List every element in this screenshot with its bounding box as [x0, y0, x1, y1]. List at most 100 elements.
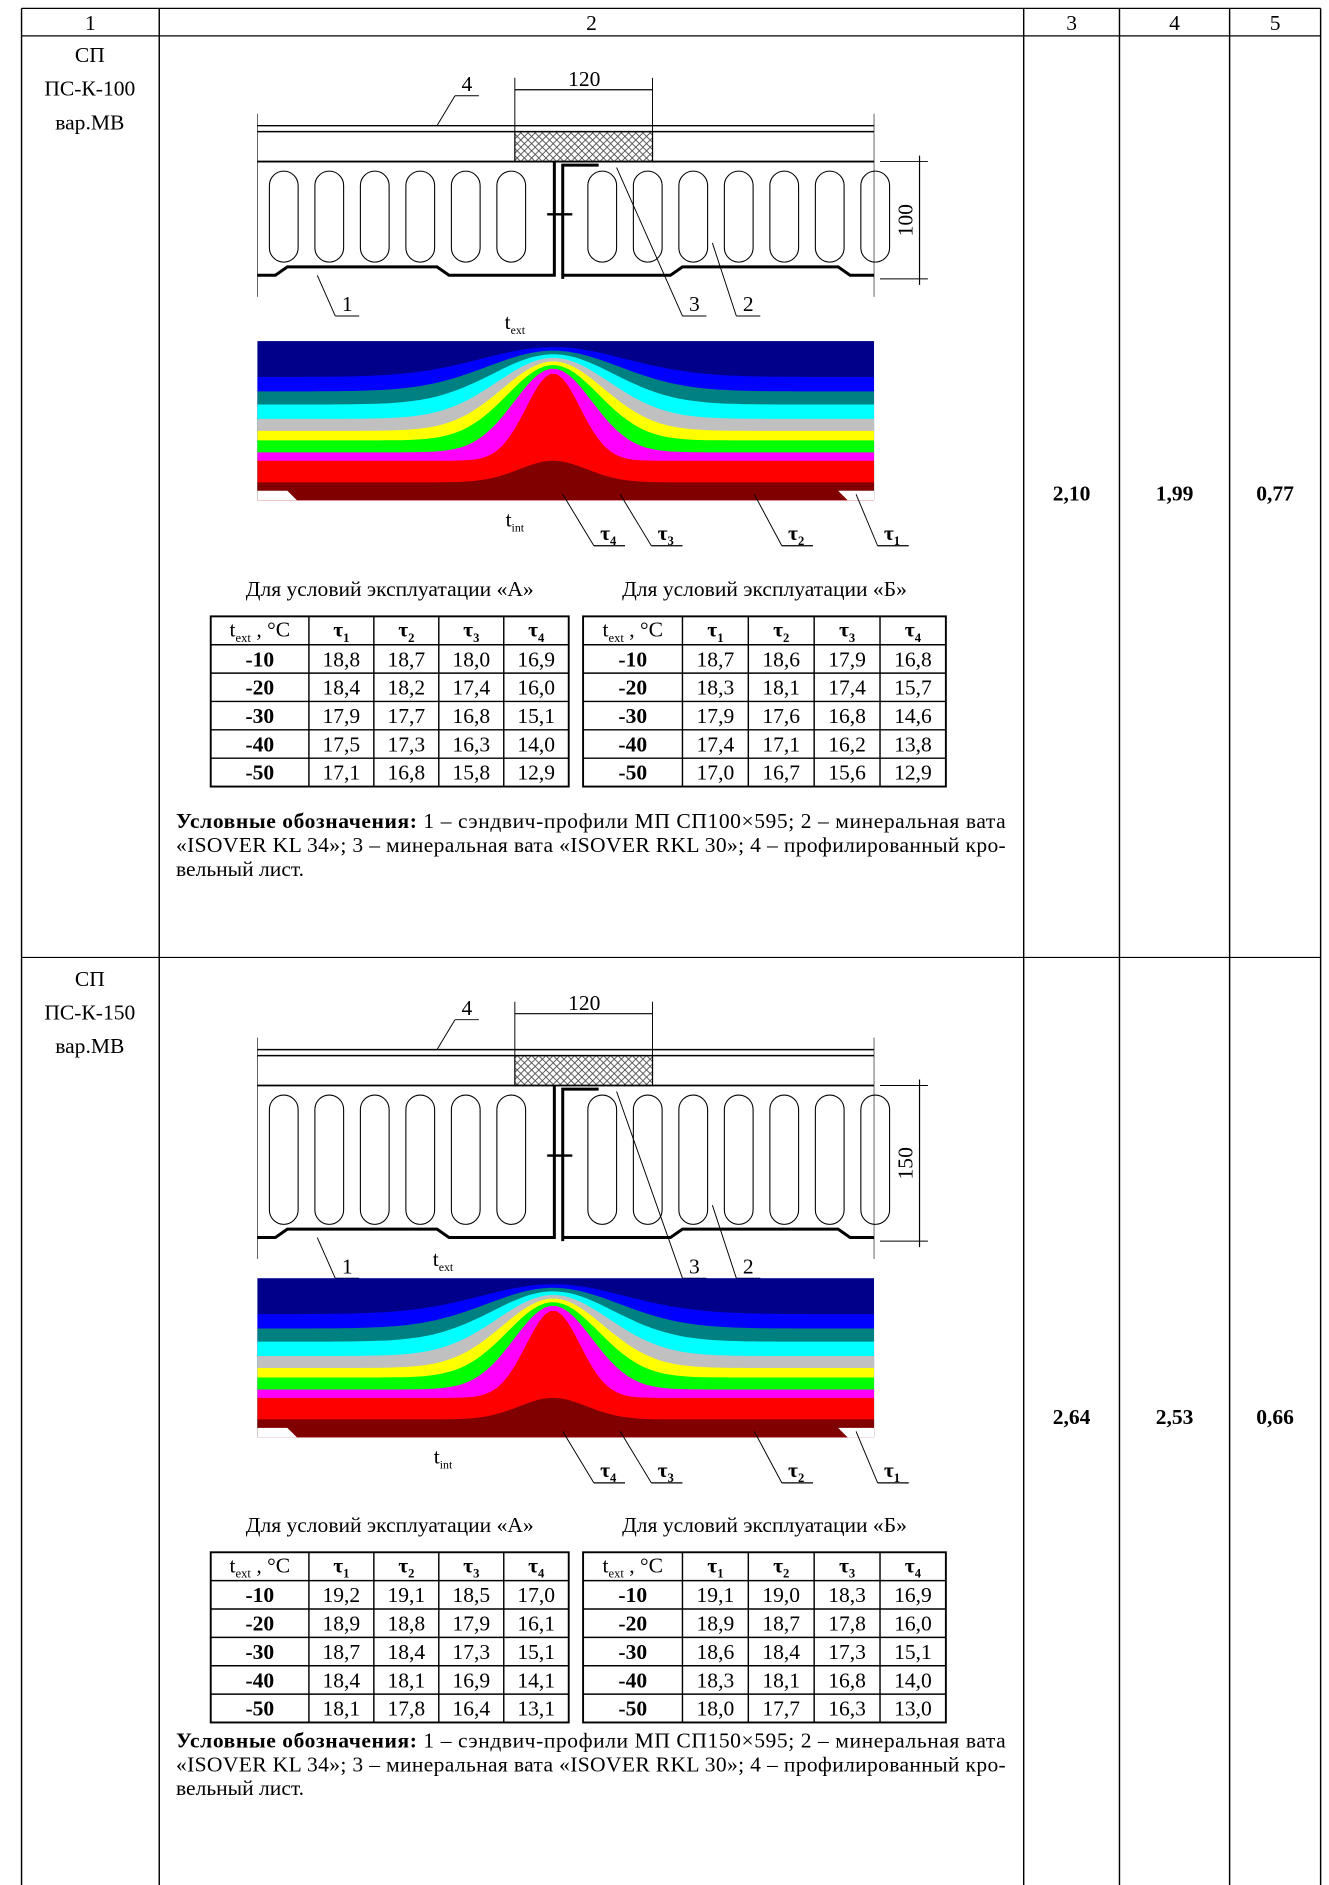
legend-line: «ISOVER KL 34»; 3 – минеральная вата «IS…	[176, 833, 1006, 857]
label-base: τ	[528, 1554, 538, 1578]
label-sub: ext	[608, 631, 624, 645]
tau-label: τ1	[884, 1458, 900, 1485]
heatmap-band	[257, 373, 875, 501]
label-sub: ext	[439, 1260, 454, 1274]
label-sub: 1	[343, 1567, 349, 1581]
table-cell: 17,6	[762, 704, 800, 728]
table-cell: 12,9	[894, 761, 932, 785]
table-cell: 18,7	[323, 1640, 361, 1664]
label-sub: ext	[608, 1567, 624, 1581]
rule	[855, 1431, 879, 1484]
table-cell: 14,0	[894, 1668, 932, 1692]
table-cell: 18,4	[323, 1668, 361, 1692]
label-sub: 4	[915, 1567, 922, 1581]
table-header: τ4	[905, 1554, 922, 1581]
table-cell: 16,8	[828, 704, 866, 728]
table-cell: 16,7	[762, 761, 800, 785]
wool-fibre	[678, 170, 709, 263]
label-sub: int	[512, 520, 525, 534]
callout-number: 1	[342, 292, 353, 316]
table-cell: -20	[245, 1612, 274, 1636]
table-header: τ2	[773, 618, 789, 645]
t-ext-label: text	[433, 1247, 454, 1274]
table-cell: -40	[618, 732, 647, 756]
label-sub: 2	[798, 1471, 804, 1485]
wool-fibre	[769, 170, 800, 263]
wool-fibre	[723, 1094, 754, 1225]
table-cell: 15,1	[517, 1640, 555, 1664]
table-cell: 18,8	[323, 647, 361, 671]
table-cell: -50	[245, 1697, 274, 1721]
t-ext-label: text	[505, 310, 526, 337]
table-header: τ2	[398, 618, 414, 645]
table-cell: 16,8	[387, 761, 425, 785]
callout-number: 2	[743, 292, 754, 316]
table-cell: 13,1	[517, 1697, 555, 1721]
table-cell: 13,8	[894, 732, 932, 756]
table-cell: 17,7	[762, 1697, 800, 1721]
table-cell: 18,7	[697, 647, 735, 671]
heatmap-band	[257, 1397, 875, 1438]
table-header: τ2	[773, 1554, 789, 1581]
table-cell: 17,1	[323, 761, 361, 785]
label-base: τ	[905, 618, 915, 642]
label-sub: 2	[783, 1567, 789, 1581]
label-sub: 1	[717, 1567, 723, 1581]
label-sub: 4	[915, 631, 922, 645]
table-cell: 16,0	[894, 1612, 932, 1636]
value-cell: 0,77	[1256, 481, 1294, 505]
rule	[711, 1205, 737, 1279]
panel-profile	[257, 161, 875, 279]
wool-fibre	[587, 170, 618, 263]
table-header: τ3	[839, 618, 855, 645]
dimension: 120	[568, 67, 600, 91]
table-cell: 18,6	[762, 647, 800, 671]
joint-insulation	[514, 131, 654, 163]
table-cell: 17,3	[387, 732, 425, 756]
table-cell: 16,9	[517, 647, 555, 671]
table-cell: 19,1	[697, 1583, 735, 1607]
label-sub: 4	[538, 1567, 545, 1581]
table-cell: 18,7	[762, 1612, 800, 1636]
table-cell: 17,4	[697, 732, 735, 756]
callout-number: 4	[462, 996, 473, 1020]
label-sub: 3	[668, 534, 674, 548]
wool-fibre	[814, 1094, 845, 1225]
label-base: t	[505, 310, 511, 334]
table-cell: 17,3	[452, 1640, 490, 1664]
label-sub: 1	[343, 631, 349, 645]
rule	[619, 494, 652, 547]
callout-number: 3	[689, 1254, 700, 1278]
wool-fibre	[450, 170, 481, 263]
wool-fibre	[496, 1094, 527, 1225]
label-base: τ	[788, 521, 798, 545]
t-int-label: tint	[506, 508, 525, 535]
wool-fibre	[359, 1094, 390, 1225]
table-cell: -30	[618, 704, 647, 728]
dimension: 120	[568, 991, 600, 1015]
table-cell: 15,1	[894, 1640, 932, 1664]
table-cell: -40	[245, 1668, 274, 1692]
rule	[316, 275, 336, 317]
table-header: τ2	[398, 1554, 414, 1581]
table-cell: 18,0	[452, 647, 490, 671]
table-header: τ4	[528, 1554, 545, 1581]
wool-fibre	[496, 170, 527, 263]
table-cell: 18,3	[697, 676, 735, 700]
column-number: 2	[586, 11, 597, 35]
tau-label: τ3	[658, 521, 674, 548]
table-cell: 17,9	[697, 704, 735, 728]
label-base: τ	[658, 1458, 668, 1482]
callout-number: 4	[462, 72, 473, 96]
label-base: τ	[463, 1554, 473, 1578]
rule	[316, 1237, 336, 1279]
wool-fibre	[723, 170, 754, 263]
rule	[711, 242, 737, 317]
legend-line: вельный лист.	[176, 1776, 304, 1800]
label-sub: int	[440, 1458, 453, 1472]
table-cell: 17,4	[828, 676, 866, 700]
rule	[562, 1431, 595, 1484]
table-cell: 14,6	[894, 704, 932, 728]
table-cell: -30	[245, 704, 274, 728]
wool-fibre	[814, 170, 845, 263]
